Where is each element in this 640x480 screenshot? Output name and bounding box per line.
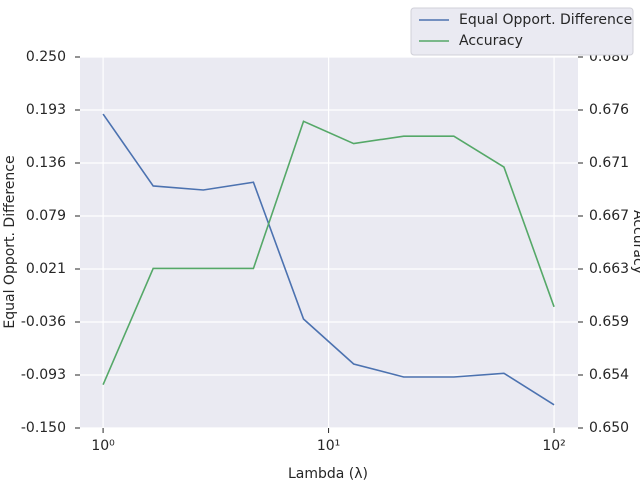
y2-tick-label: 0.667 — [589, 208, 629, 224]
y-tick-label: 0.021 — [26, 261, 66, 277]
legend: Equal Opport. Difference Accuracy — [410, 7, 634, 56]
legend-label: Accuracy — [459, 33, 523, 49]
y2-tick-label: 0.676 — [589, 102, 629, 118]
series-line — [102, 120, 555, 386]
y-tick-label: -0.093 — [21, 367, 66, 383]
x-tick-label: 10⁰ — [91, 438, 115, 454]
y-tick-label: -0.150 — [21, 420, 66, 436]
y-tick-label: -0.036 — [21, 314, 66, 330]
y2-tick-label: 0.650 — [589, 420, 629, 436]
y-tick-label: 0.193 — [26, 102, 66, 118]
legend-label: Equal Opport. Difference — [459, 12, 632, 28]
y-tick-label: 0.250 — [26, 49, 66, 65]
series-line — [102, 113, 555, 406]
x-tick-label: 10¹ — [317, 438, 340, 454]
y2-tick-label: 0.663 — [589, 261, 629, 277]
y-axis-label: Equal Opport. Difference — [2, 155, 18, 328]
y-tick-label: 0.136 — [26, 155, 66, 171]
y2-tick-label: 0.659 — [589, 314, 629, 330]
x-tick-label: 10² — [542, 438, 565, 454]
legend-box — [410, 7, 634, 56]
y2-axis-label: Accuracy — [630, 210, 640, 274]
x-axis-label: Lambda (λ) — [288, 466, 368, 480]
y2-tick-label: 0.654 — [589, 367, 629, 383]
y2-tick-label: 0.671 — [589, 155, 629, 171]
y-tick-label: 0.079 — [26, 208, 66, 224]
